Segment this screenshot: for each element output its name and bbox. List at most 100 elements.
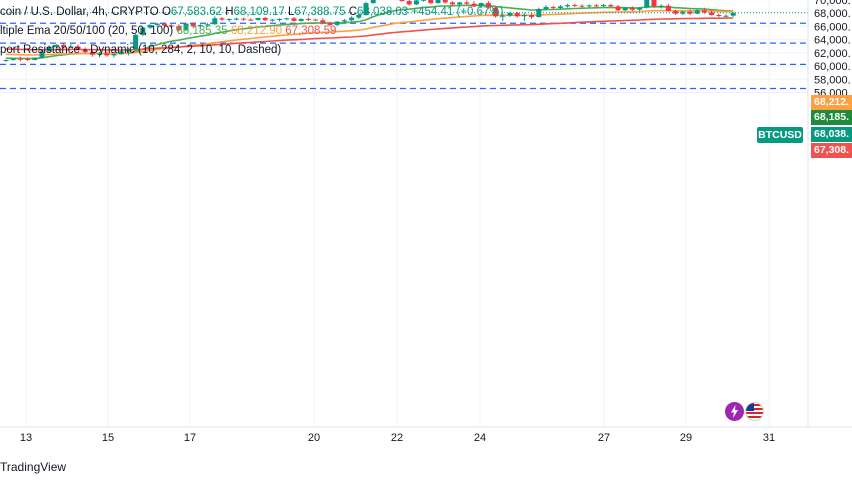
candle-body bbox=[464, 2, 470, 4]
candle-body bbox=[61, 44, 67, 48]
candle-body bbox=[10, 58, 16, 61]
close-value: 68,038.03 bbox=[357, 6, 409, 18]
candle-body bbox=[442, 0, 448, 3]
time-tick-label: 27 bbox=[598, 432, 610, 444]
high-value: 68,109.17 bbox=[233, 6, 285, 18]
candle-body bbox=[25, 59, 31, 61]
high-label: H bbox=[225, 6, 234, 18]
last-price-badge: 68,038. bbox=[811, 127, 852, 142]
candle-body bbox=[39, 51, 45, 58]
candle-body bbox=[730, 12, 736, 16]
candle-body bbox=[277, 18, 283, 20]
candle-body bbox=[248, 19, 254, 21]
candle-body bbox=[255, 17, 261, 20]
candle-body bbox=[3, 60, 9, 62]
low-value: 67,388.75 bbox=[294, 6, 346, 18]
chart-grid bbox=[0, 0, 808, 427]
candle-body bbox=[500, 15, 506, 17]
candle-body bbox=[709, 12, 715, 15]
candle-body bbox=[305, 18, 311, 20]
candle-body bbox=[219, 18, 225, 20]
time-tick-label: 22 bbox=[391, 432, 403, 444]
time-tick-label: 20 bbox=[308, 432, 320, 444]
candle-body bbox=[478, 3, 484, 7]
candle-body bbox=[269, 19, 275, 21]
candle-body bbox=[363, 3, 369, 15]
candle-body bbox=[284, 18, 290, 20]
candle-body bbox=[413, 0, 419, 5]
time-tick-label: 13 bbox=[20, 432, 32, 444]
price-tick-label: 66,000. bbox=[814, 21, 851, 33]
candle-body bbox=[716, 14, 722, 16]
candle-body bbox=[97, 53, 103, 55]
candle-body bbox=[75, 46, 81, 50]
price-axis[interactable]: 56,000.58,000.60,000.62,000.64,000.66,00… bbox=[814, 0, 851, 100]
change-value: +454.41 (+0.67%) bbox=[411, 6, 504, 18]
candle-body bbox=[615, 6, 621, 11]
price-tick-label: 58,000. bbox=[814, 74, 851, 86]
candle-body bbox=[176, 26, 182, 31]
candle-body bbox=[147, 24, 153, 28]
candle-body bbox=[428, 0, 434, 4]
candle-body bbox=[226, 18, 232, 20]
candle-body bbox=[471, 3, 477, 7]
candle-body bbox=[104, 53, 110, 56]
legend-sr-row[interactable]: port Resistance - Dynamic (10, 284, 2, 1… bbox=[0, 44, 281, 56]
candle-body bbox=[291, 18, 297, 21]
lightning-icon[interactable] bbox=[725, 402, 744, 421]
candle-body bbox=[349, 17, 355, 21]
symbol-badge: BTCUSD bbox=[757, 127, 803, 143]
ema100-value: 67,308.59 bbox=[285, 25, 337, 37]
candle-body bbox=[406, 1, 412, 5]
legend-ohlc-row: coin / U.S. Dollar, 4h, CRYPTO O67,583.6… bbox=[0, 6, 504, 18]
open-value: 67,583.62 bbox=[170, 6, 223, 18]
candle-body bbox=[665, 5, 671, 12]
time-tick-label: 29 bbox=[680, 432, 692, 444]
candle-body bbox=[370, 0, 376, 4]
candle-body bbox=[521, 14, 527, 17]
time-tick-label: 24 bbox=[474, 432, 486, 444]
candle-body bbox=[298, 18, 304, 21]
candle-body bbox=[572, 5, 578, 7]
time-tick-label: 31 bbox=[763, 432, 775, 444]
ema50-price-badge: 68,212. bbox=[811, 95, 852, 110]
candle-body bbox=[190, 23, 196, 27]
candle-body bbox=[435, 0, 441, 4]
candle-body bbox=[154, 23, 160, 25]
candle-body bbox=[212, 18, 218, 25]
time-axis[interactable]: 13 15 17 20 22 24 27 29 31 bbox=[20, 432, 775, 444]
ema50-value: 68,212.90 bbox=[230, 25, 283, 37]
candle-body bbox=[205, 24, 211, 26]
legend-ema-row[interactable]: ltiple Ema 20/50/100 (20, 50, 100) 68,18… bbox=[0, 25, 336, 37]
candle-body bbox=[701, 10, 707, 13]
candle-body bbox=[327, 22, 333, 25]
candle-body bbox=[514, 13, 520, 17]
candle-body bbox=[449, 2, 455, 5]
price-tick-label: 60,000. bbox=[814, 61, 851, 73]
candle-body bbox=[658, 5, 664, 7]
candle-body bbox=[125, 49, 131, 52]
legend-title[interactable]: coin / U.S. Dollar, 4h, CRYPTO bbox=[0, 6, 159, 18]
candle-body bbox=[241, 18, 247, 20]
candle-body bbox=[421, 0, 427, 1]
candle-body bbox=[133, 34, 139, 50]
tradingview-logo[interactable]: TradingView bbox=[0, 460, 67, 474]
candle-body bbox=[529, 14, 535, 17]
candle-body bbox=[356, 14, 362, 18]
candle-body bbox=[565, 5, 571, 7]
price-tick-label: 64,000. bbox=[814, 35, 851, 47]
candle-body bbox=[593, 5, 599, 7]
candle-body bbox=[543, 7, 549, 10]
candle-body bbox=[183, 23, 189, 31]
candle-body bbox=[644, 0, 650, 8]
candle-body bbox=[608, 5, 614, 7]
time-tick-label: 15 bbox=[102, 432, 114, 444]
candle-body bbox=[320, 20, 326, 23]
us-flag-icon[interactable] bbox=[745, 402, 764, 421]
ema50-line bbox=[5, 9, 734, 56]
candle-body bbox=[601, 5, 607, 7]
support-resistance-levels bbox=[0, 22, 808, 90]
candle-body bbox=[579, 5, 585, 7]
candle-body bbox=[82, 49, 88, 53]
